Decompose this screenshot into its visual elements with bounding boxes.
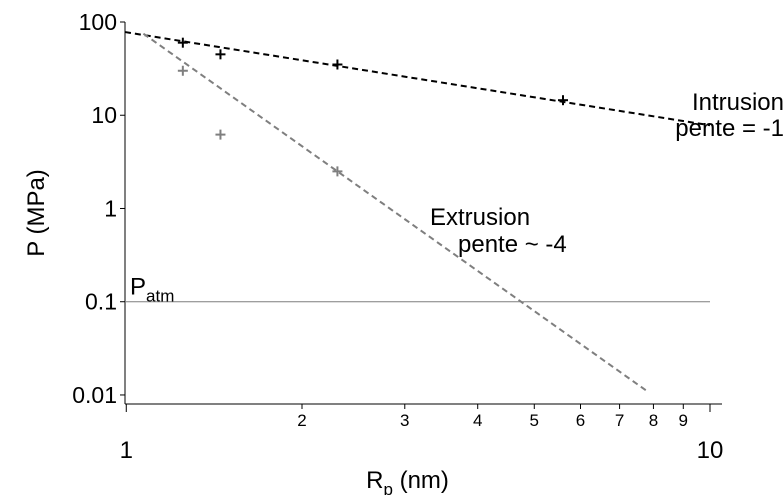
x-minor-tick-label: 5 — [530, 411, 539, 430]
intrusion-point — [215, 49, 226, 60]
y-tick-label: 0.1 — [85, 289, 117, 315]
axes: 100 10 1 0.1 0.01 1 10 2 3 4 5 6 7 8 9 P (MPa) Rp (nm) — [23, 9, 723, 495]
x-axis-label-unit: (nm) — [393, 467, 449, 494]
intrusion-fit-line — [124, 31, 711, 127]
x-axis-label: Rp (nm) — [366, 467, 449, 495]
intrusion-label-line: Intrusion — [692, 89, 784, 116]
x-minor-tick-label: 3 — [400, 411, 409, 430]
x-minor-tick-label: 7 — [615, 411, 624, 430]
extrusion-point — [215, 129, 226, 140]
extrusion-point — [332, 166, 343, 177]
extrusion-fit-line — [142, 32, 648, 392]
x-major-tick-label: 10 — [697, 437, 724, 464]
extrusion-label-line: pente ~ -4 — [458, 231, 567, 258]
patm-label-sub: atm — [146, 287, 174, 306]
y-tick-label: 100 — [79, 9, 117, 35]
reference-line-group: Patm — [125, 274, 710, 306]
y-tick-label: 10 — [91, 102, 117, 128]
extrusion-label-line: Extrusion — [430, 204, 530, 231]
x-minor-tick-label: 9 — [679, 411, 688, 430]
y-tick-label: 0.01 — [72, 382, 117, 408]
x-axis-label-sub: p — [383, 480, 392, 495]
x-major-tick-label: 1 — [120, 437, 133, 464]
intrusion-point — [558, 95, 569, 106]
patm-label: Patm — [130, 274, 174, 306]
data-points — [177, 37, 569, 177]
intrusion-point — [332, 59, 343, 70]
x-axis-label-main: R — [366, 467, 383, 494]
x-minor-tick-label: 4 — [473, 411, 482, 430]
intrusion-point — [177, 37, 188, 48]
intrusion-label-line: pente = -1 — [675, 115, 784, 142]
extrusion-point — [177, 65, 188, 76]
y-tick-label: 1 — [104, 195, 117, 221]
x-minor-tick-label: 6 — [576, 411, 585, 430]
x-minor-tick-label: 8 — [649, 411, 658, 430]
x-minor-tick-label: 2 — [297, 411, 306, 430]
fit-lines — [124, 31, 711, 392]
y-axis-label: P (MPa) — [23, 169, 50, 257]
patm-label-main: P — [130, 274, 146, 301]
